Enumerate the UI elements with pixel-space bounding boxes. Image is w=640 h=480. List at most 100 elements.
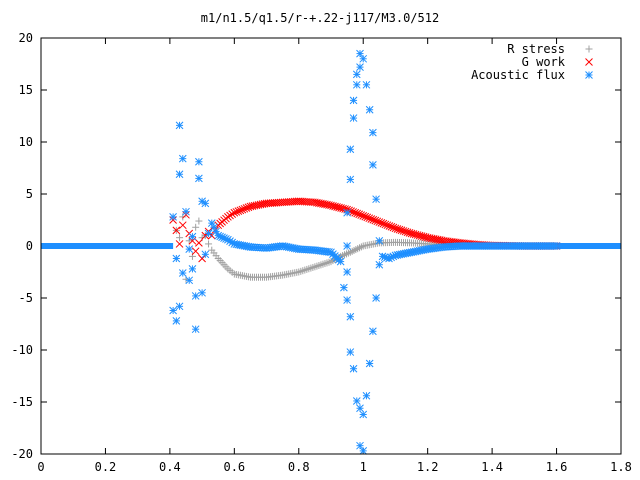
data-point: [228, 210, 237, 218]
data-point: [232, 208, 241, 216]
data-point: [343, 296, 351, 304]
data-point: [188, 232, 197, 241]
plot-frame: [40, 37, 622, 455]
series-g-work: [169, 197, 561, 263]
data-point: [351, 208, 360, 217]
x-tick-label: 1: [360, 460, 367, 474]
data-point: [372, 195, 380, 204]
data-point: [373, 217, 382, 226]
x-tick-label: 1.2: [417, 460, 439, 474]
data-point: [365, 214, 374, 223]
legend-marker: [585, 58, 593, 66]
data-point: [359, 211, 368, 220]
data-point: [336, 257, 345, 266]
legend-label: G work: [522, 55, 566, 69]
data-point: [182, 207, 190, 216]
data-point: [340, 283, 348, 292]
data-point: [195, 174, 203, 183]
data-point: [198, 288, 206, 297]
data-point: [346, 348, 355, 356]
data-point: [178, 269, 187, 277]
legend-label: Acoustic flux: [471, 68, 565, 82]
data-point: [224, 213, 232, 221]
data-point: [375, 218, 384, 226]
y-tick-label: 15: [19, 83, 33, 97]
data-point: [201, 250, 210, 259]
y-tick-label: -5: [19, 291, 33, 305]
data-point: [169, 213, 177, 221]
series-acoustic-flux: [169, 49, 561, 455]
data-point: [349, 96, 358, 105]
data-point: [356, 63, 364, 71]
data-point: [204, 229, 213, 238]
data-point: [172, 226, 181, 235]
data-point: [236, 206, 245, 215]
data-point: [346, 175, 355, 184]
data-point: [346, 145, 355, 154]
data-point: [389, 223, 398, 232]
data-point: [349, 364, 358, 373]
data-point: [175, 240, 184, 248]
data-point: [198, 254, 206, 263]
x-tick-label: 0.8: [288, 460, 310, 474]
data-point: [359, 54, 368, 63]
data-point: [175, 121, 184, 130]
data-point: [353, 209, 362, 218]
data-point: [356, 404, 364, 413]
data-point: [352, 70, 361, 79]
data-point: [352, 397, 361, 405]
data-point: [367, 215, 376, 223]
data-point: [347, 207, 355, 216]
data-point: [191, 292, 200, 300]
data-point: [191, 247, 200, 256]
data-point: [371, 216, 380, 225]
y-tick-label: -20: [11, 447, 33, 461]
data-point: [369, 327, 377, 336]
x-tick-label: 0.4: [159, 460, 181, 474]
legend-marker: [585, 45, 593, 53]
data-point: [175, 302, 184, 311]
data-point: [369, 161, 377, 169]
data-point: [369, 128, 377, 137]
data-point: [191, 325, 200, 334]
data-point: [343, 268, 351, 276]
data-point: [552, 242, 561, 250]
data-point: [240, 204, 249, 213]
data-point: [178, 221, 187, 230]
data-point: [195, 239, 203, 247]
data-point: [234, 207, 243, 216]
data-point: [387, 222, 396, 231]
data-point: [230, 208, 239, 217]
data-point: [195, 157, 203, 166]
x-tick-label: 0: [37, 460, 44, 474]
data-point: [349, 114, 358, 122]
data-point: [178, 154, 187, 163]
data-point: [362, 80, 371, 89]
y-tick-label: -10: [11, 343, 33, 357]
axes: 0 0.2 0.4 0.6 0.8 1 1.2 1.4 1.6 1.8 20 15 10 5 0 -5 -10 -…: [11, 31, 632, 474]
y-tick-label: 5: [26, 187, 33, 201]
data-point: [381, 220, 390, 229]
data-point: [188, 265, 197, 273]
data-point: [365, 105, 374, 114]
data-point: [359, 410, 368, 419]
data-point: [192, 223, 200, 231]
y-tick-label: 10: [19, 135, 33, 149]
data-point: [205, 240, 213, 248]
y-tick-label: 20: [19, 31, 33, 45]
data-point: [369, 215, 378, 224]
data-point: [383, 221, 392, 230]
data-point: [195, 217, 203, 225]
data-point: [238, 205, 247, 214]
x-tick-label: 1.4: [481, 460, 503, 474]
x-tick-label: 0.2: [95, 460, 117, 474]
data-point: [172, 254, 181, 263]
data-point: [169, 306, 177, 315]
x-tick-label: 0.6: [223, 460, 245, 474]
x-tick-label: 1.8: [610, 460, 632, 474]
data-point: [172, 317, 181, 325]
data-point: [346, 312, 355, 321]
data-point: [201, 199, 210, 208]
y-tick-label: 0: [26, 239, 33, 253]
